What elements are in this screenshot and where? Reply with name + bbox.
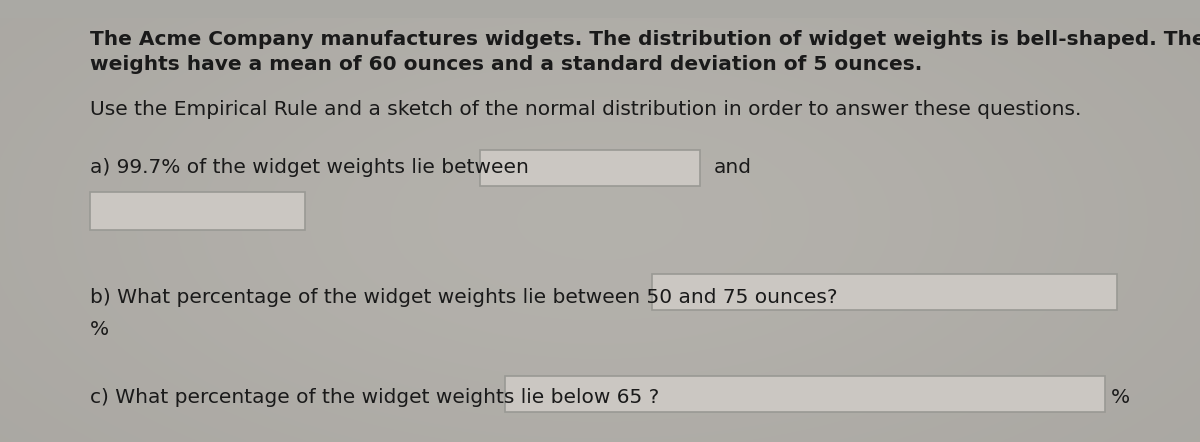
Text: c) What percentage of the widget weights lie below 65 ?: c) What percentage of the widget weights…	[90, 388, 659, 407]
Text: and: and	[714, 158, 752, 177]
FancyBboxPatch shape	[480, 150, 700, 186]
FancyBboxPatch shape	[505, 376, 1105, 412]
Text: %: %	[90, 320, 109, 339]
Text: a) 99.7% of the widget weights lie between: a) 99.7% of the widget weights lie betwe…	[90, 158, 529, 177]
Bar	[0, 0, 1200, 18]
Text: b) What percentage of the widget weights lie between 50 and 75 ounces?: b) What percentage of the widget weights…	[90, 288, 838, 307]
Text: %: %	[1111, 388, 1130, 407]
Text: weights have a mean of 60 ounces and a standard deviation of 5 ounces.: weights have a mean of 60 ounces and a s…	[90, 55, 923, 74]
FancyBboxPatch shape	[90, 192, 305, 230]
Text: Use the Empirical Rule and a sketch of the normal distribution in order to answe: Use the Empirical Rule and a sketch of t…	[90, 100, 1081, 119]
Text: The Acme Company manufactures widgets. The distribution of widget weights is bel: The Acme Company manufactures widgets. T…	[90, 30, 1200, 49]
FancyBboxPatch shape	[652, 274, 1117, 310]
